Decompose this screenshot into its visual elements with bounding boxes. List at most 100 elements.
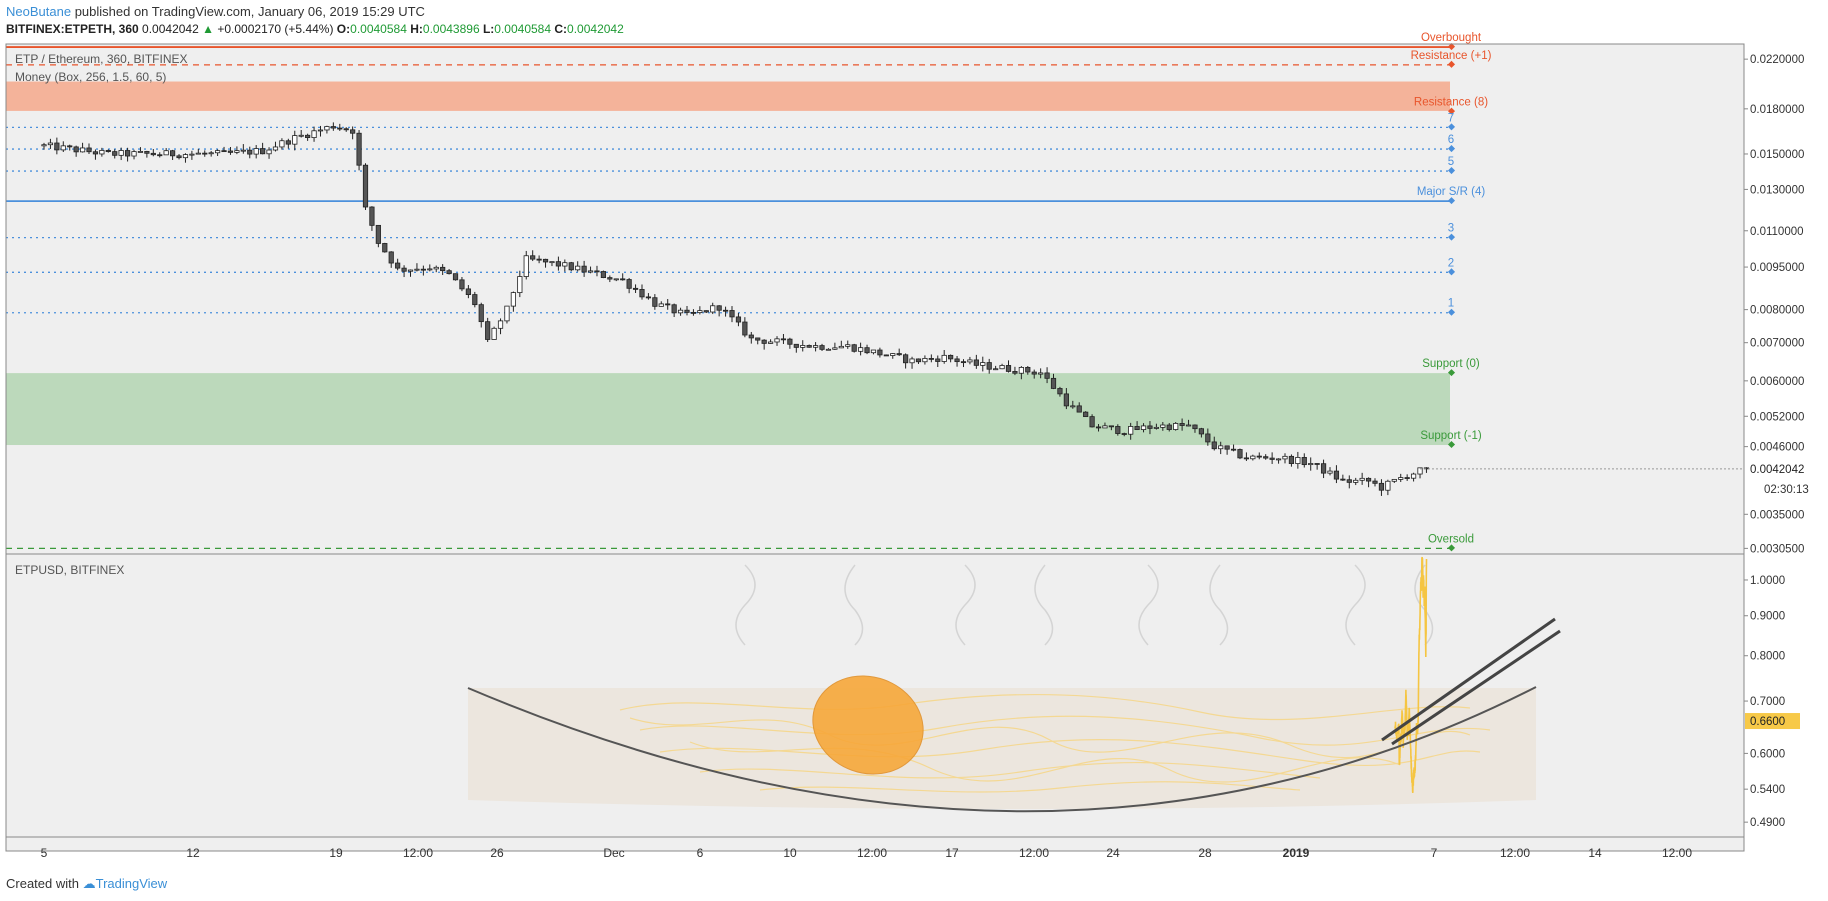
candle-body	[285, 140, 291, 145]
time-tick-label: 5	[41, 846, 48, 860]
candle-body	[896, 353, 902, 356]
candle-body	[594, 270, 600, 273]
axis-tick-label: 0.0070000	[1750, 338, 1804, 350]
candle-body	[433, 266, 439, 270]
ohlc-bar: BITFINEX:ETPETH, 360 0.0042042 ▲ +0.0002…	[6, 22, 624, 36]
noodle-scribbles	[619, 693, 1491, 793]
candle-body	[1295, 457, 1301, 464]
support-zone[interactable]	[6, 373, 1450, 446]
candle-body	[607, 277, 613, 280]
candle-body	[1353, 479, 1359, 483]
candle-body	[317, 129, 324, 132]
axis-tick-label: 0.0060000	[1750, 376, 1804, 388]
resistance-zone[interactable]	[6, 81, 1450, 111]
level-label: 2	[1448, 257, 1454, 269]
candle-body	[542, 258, 549, 263]
time-tick-label: 12:00	[403, 846, 433, 860]
candle-body	[118, 150, 124, 156]
tradingview-link[interactable]: TradingView	[95, 876, 168, 891]
bar-countdown: 02:30:13	[1764, 484, 1809, 496]
time-tick-label: 14	[1588, 846, 1602, 860]
lower-pane-title: ETPUSD, BITFINEX	[15, 563, 124, 577]
candle-body	[1372, 480, 1378, 484]
candle-body	[697, 310, 703, 314]
candle-body	[1243, 457, 1250, 460]
candle-body	[407, 269, 414, 272]
footer: Created with ☁TradingView	[6, 876, 167, 892]
time-tick-label: 17	[945, 846, 959, 860]
candle-body	[1288, 455, 1295, 464]
candle-body	[1391, 478, 1397, 482]
indicator-title: Money (Box, 256, 1.5, 60, 5)	[15, 70, 166, 84]
level-label: 6	[1448, 134, 1454, 146]
time-tick-label: 12:00	[857, 846, 887, 860]
time-tick-label: Dec	[603, 846, 624, 860]
steam-lines	[735, 564, 1434, 646]
egg-yolk	[812, 675, 924, 775]
candle-body	[202, 152, 208, 155]
candle-body	[767, 341, 774, 344]
candle-body	[279, 140, 285, 148]
author-link[interactable]: NeoButane	[6, 4, 72, 19]
candle-body	[780, 338, 787, 341]
candle-body	[1166, 424, 1172, 430]
candle-body	[909, 358, 915, 364]
open-label: O:	[336, 22, 351, 36]
candle-body	[774, 338, 780, 343]
price-axis-lower[interactable]: 1.0000 0.9000 0.8000 0.7000 0.6000 0.5400 0.49…	[1744, 575, 1800, 829]
candle-body	[1378, 482, 1385, 491]
candle-body	[60, 145, 66, 151]
candle-body	[1185, 424, 1192, 427]
candle-body	[549, 261, 555, 264]
candle-body	[1153, 426, 1159, 429]
axis-tick-label: 0.0080000	[1750, 305, 1804, 317]
candlestick-series	[41, 122, 1430, 496]
candle-body	[452, 273, 459, 281]
change-value: +0.0002170 (+5.44%)	[217, 22, 334, 36]
axis-tick-label: 0.8000	[1750, 651, 1785, 663]
candle-body	[1018, 367, 1024, 374]
candle-body	[761, 339, 767, 344]
candle-body	[1205, 433, 1211, 443]
candle-body	[626, 279, 632, 289]
candle-body	[1327, 470, 1333, 474]
last-value: 0.0042042	[142, 22, 199, 36]
candle-body	[870, 349, 877, 354]
candle-body	[1218, 445, 1224, 450]
candle-body	[587, 270, 594, 273]
price-axis-upper[interactable]: 0.0220000 0.0180000 0.0150000 0.0130000 0.01…	[1420, 54, 1809, 555]
candle-body	[54, 142, 60, 151]
candle-body	[813, 345, 819, 348]
candle-body	[440, 266, 446, 272]
time-tick-label: 28	[1198, 846, 1212, 860]
axis-tick-label: 0.0150000	[1750, 149, 1804, 161]
candle-body	[858, 347, 864, 352]
candle-body	[176, 155, 182, 159]
candle-body	[960, 361, 967, 364]
candle-body	[86, 147, 92, 153]
axis-tick-label: 0.0220000	[1750, 54, 1804, 66]
candle-body	[1224, 445, 1230, 450]
time-tick-label: 12:00	[1662, 846, 1692, 860]
candle-body	[105, 150, 111, 153]
time-tick-label: 12:00	[1500, 846, 1530, 860]
candle-body	[555, 261, 562, 267]
candle-body	[266, 149, 272, 155]
open-value: 0.0040584	[350, 22, 407, 36]
candle-body	[1005, 365, 1012, 372]
close-value: 0.0042042	[567, 22, 624, 36]
candle-body	[562, 262, 568, 267]
candle-body	[1269, 457, 1275, 460]
candle-body	[247, 149, 253, 155]
axis-tick-label: 0.6000	[1750, 748, 1785, 760]
time-axis[interactable]: 5 12 19 12:00 26 Dec 6 10 12:00 17 12:00 24 28 2019 7 1…	[41, 846, 1693, 860]
last-price-label: 0.6600	[1750, 716, 1785, 728]
candle-body	[67, 145, 73, 148]
candle-body	[1173, 423, 1179, 430]
candle-body	[1320, 463, 1327, 474]
candle-body	[1140, 425, 1147, 430]
candle-body	[568, 262, 574, 271]
candle-body	[639, 289, 645, 298]
high-label: H:	[410, 22, 423, 36]
